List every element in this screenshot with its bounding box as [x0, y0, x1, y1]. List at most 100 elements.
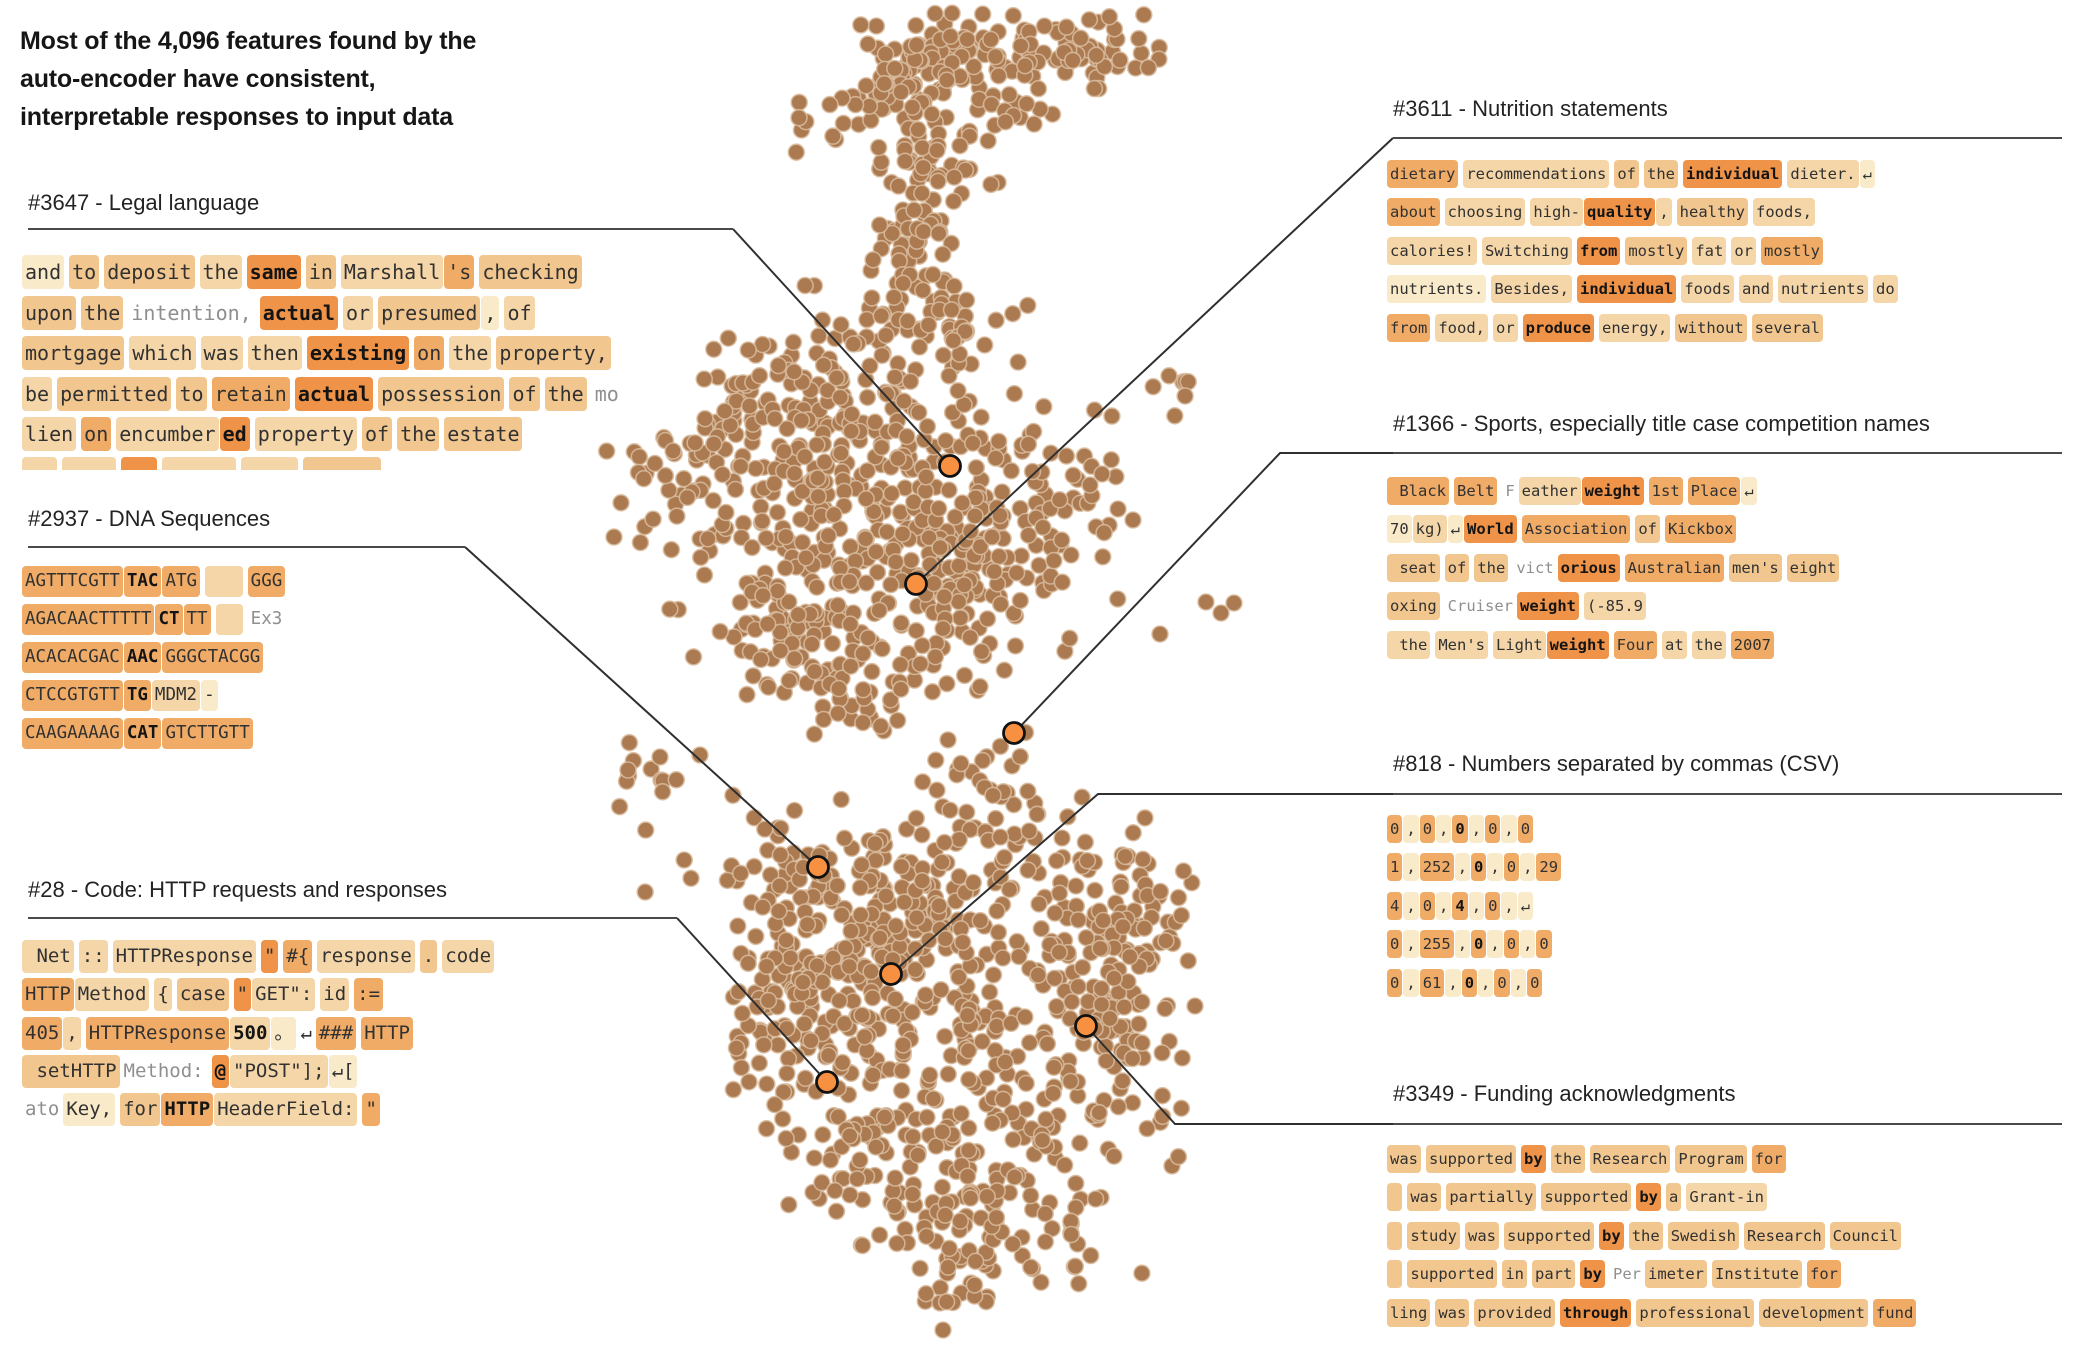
feature-dot: [917, 1227, 936, 1246]
token: lien: [22, 417, 77, 451]
token: ↵: [1517, 891, 1534, 920]
feature-dot: [808, 469, 827, 487]
feature-dot: [964, 873, 983, 892]
token: property,: [496, 336, 611, 370]
token: ,: [1403, 968, 1419, 997]
feature-dot: [636, 821, 655, 839]
feature-dot: [1035, 17, 1054, 35]
feature-dot: [1094, 911, 1112, 930]
token: ,: [1454, 930, 1471, 959]
feature-dot: [870, 1226, 889, 1244]
token: eather: [1518, 477, 1581, 505]
feature-dot: [832, 790, 851, 809]
token: possession: [378, 376, 505, 411]
feature-dot: [1153, 1107, 1172, 1126]
token: Research: [1744, 1221, 1825, 1250]
feature-dot: [1100, 7, 1119, 26]
token: 0: [1452, 815, 1468, 843]
feature-dot: [1133, 993, 1151, 1011]
feature-dot: [917, 1284, 935, 1303]
feature-dot: [754, 586, 772, 605]
token: AAC: [123, 642, 162, 673]
token: mostly: [1761, 236, 1823, 265]
token: AGTTTCGTT: [22, 566, 123, 597]
feature-dot: [726, 480, 745, 499]
token: [1387, 1221, 1403, 1250]
feature-point-818: [879, 962, 903, 986]
token: Light: [1493, 630, 1546, 659]
feature-dot: [1003, 1235, 1022, 1253]
feature-dot: [751, 497, 770, 516]
feature-dot: [995, 661, 1014, 680]
token: a: [1666, 1183, 1682, 1212]
feature-dot: [991, 828, 1010, 846]
token: the: [1691, 630, 1726, 659]
token: ATG: [162, 566, 201, 597]
token: [1387, 1260, 1403, 1289]
feature-dot: [1019, 782, 1037, 801]
token: Australian: [1624, 553, 1724, 582]
feature-dot: [1058, 807, 1077, 826]
feature-dot: [851, 878, 870, 897]
feature-dot: [986, 47, 1005, 66]
feature-dot: [824, 127, 842, 145]
feature-dot: [1053, 573, 1072, 592]
feature-point-1366: [1002, 721, 1026, 745]
token: food,: [1435, 313, 1488, 342]
token: ,: [1656, 198, 1672, 227]
feature-dot: [765, 1095, 784, 1114]
feature-dot: [830, 991, 849, 1010]
feature-dot: [891, 655, 910, 674]
feature-dot: [928, 141, 946, 160]
feature-dot: [881, 690, 900, 709]
feature-dot: [1035, 397, 1053, 416]
feature-dot: [1067, 877, 1085, 895]
feature-dot: [732, 528, 751, 547]
token: ": [260, 940, 279, 973]
feature-dot: [913, 825, 931, 844]
token: supported: [1504, 1221, 1595, 1250]
feature-dot: [790, 108, 808, 127]
token: 0: [1387, 815, 1403, 843]
feature-dot: [892, 857, 911, 876]
feature-dot: [1101, 1009, 1119, 1028]
feature-dot: [932, 980, 950, 999]
token: ↵: [1447, 515, 1464, 544]
feature-dot: [846, 552, 865, 570]
feature-dot: [939, 1065, 958, 1083]
token: property: [254, 417, 358, 451]
feature-dot: [1020, 1034, 1039, 1052]
token: ,: [1487, 930, 1503, 959]
token: of: [1635, 515, 1661, 544]
token: setHTTP: [22, 1054, 120, 1088]
token: CAT: [123, 718, 162, 749]
feature-dot: [777, 1019, 796, 1038]
feature-dot: [952, 1104, 971, 1123]
feature-dot: [906, 960, 925, 979]
token: the: [1474, 553, 1509, 582]
clipped-snippet-row: [22, 457, 386, 470]
feature-dot: [1212, 604, 1230, 622]
feature-dot: [1062, 1225, 1080, 1244]
token: which: [129, 336, 196, 370]
token: imeter: [1645, 1260, 1708, 1289]
feature-dot: [796, 1069, 815, 1088]
feature-dot: [1050, 884, 1069, 903]
feature-dot: [696, 409, 714, 428]
token: study: [1407, 1221, 1461, 1250]
feature-dot: [1093, 465, 1111, 483]
feature-dot: [914, 281, 932, 300]
feature-dot: [733, 1004, 752, 1023]
feature-dot: [913, 871, 932, 890]
feature-dot: [1033, 1131, 1052, 1150]
token: case: [176, 978, 229, 1012]
feature-dot: [1113, 1072, 1132, 1090]
token: weight: [1546, 630, 1609, 659]
feature-dot: [757, 1075, 776, 1093]
feature-dot: [959, 1070, 978, 1089]
feature-dot: [719, 329, 738, 348]
feature-dot: [1135, 6, 1153, 24]
token: individual: [1576, 275, 1677, 304]
feature-dot: [945, 168, 964, 186]
